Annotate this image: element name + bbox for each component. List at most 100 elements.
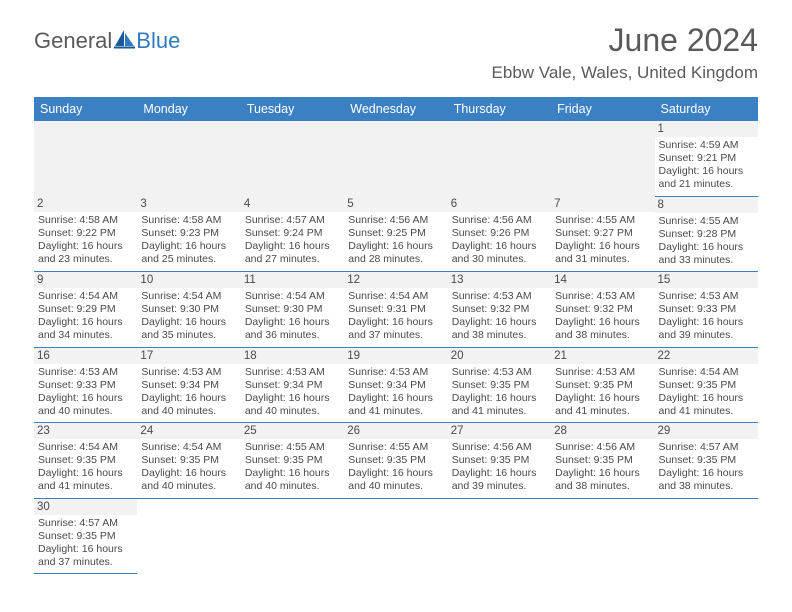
- sunrise-text: Sunrise: 4:57 AM: [659, 441, 754, 454]
- daylight-text: Daylight: 16 hours and 39 minutes.: [659, 316, 754, 342]
- daylight-text: Daylight: 16 hours and 41 minutes.: [38, 467, 133, 493]
- weekday-header-row: Sunday Monday Tuesday Wednesday Thursday…: [34, 97, 758, 121]
- daylight-text: Daylight: 16 hours and 38 minutes.: [555, 467, 650, 493]
- brand-text-2: Blue: [136, 28, 180, 54]
- day-number: 15: [655, 272, 758, 288]
- day-number: 30: [34, 499, 137, 515]
- sunrise-text: Sunrise: 4:56 AM: [452, 441, 547, 454]
- day-number: 7: [551, 196, 654, 212]
- weekday-header: Tuesday: [241, 97, 344, 121]
- calendar-cell: [344, 121, 447, 196]
- calendar-cell: 23Sunrise: 4:54 AMSunset: 9:35 PMDayligh…: [34, 423, 137, 499]
- sunrise-text: Sunrise: 4:53 AM: [555, 366, 650, 379]
- day-info: Sunrise: 4:57 AMSunset: 9:35 PMDaylight:…: [38, 517, 133, 570]
- sunrise-text: Sunrise: 4:56 AM: [452, 214, 547, 227]
- day-number: 18: [241, 348, 344, 364]
- daylight-text: Daylight: 16 hours and 39 minutes.: [452, 467, 547, 493]
- day-info: Sunrise: 4:53 AMSunset: 9:33 PMDaylight:…: [659, 290, 754, 343]
- day-info: Sunrise: 4:53 AMSunset: 9:33 PMDaylight:…: [38, 366, 133, 419]
- page-header: General Blue June 2024 Ebbw Vale, Wales,…: [0, 0, 792, 91]
- brand-logo: General Blue: [34, 28, 180, 54]
- sunrise-text: Sunrise: 4:53 AM: [38, 366, 133, 379]
- calendar-cell: 2 Sunrise: 4:58 AMSunset: 9:22 PMDaylight…: [34, 196, 137, 272]
- calendar-cell: 21Sunrise: 4:53 AMSunset: 9:35 PMDayligh…: [551, 347, 654, 423]
- day-number: 20: [448, 348, 551, 364]
- sunrise-text: Sunrise: 4:54 AM: [141, 441, 236, 454]
- daylight-text: Daylight: 16 hours and 27 minutes.: [245, 240, 340, 266]
- daylight-text: Daylight: 16 hours and 40 minutes.: [141, 467, 236, 493]
- daylight-text: Daylight: 16 hours and 41 minutes.: [555, 392, 650, 418]
- day-info: Sunrise: 4:56 AMSunset: 9:35 PMDaylight:…: [452, 441, 547, 494]
- day-number: 10: [137, 272, 240, 288]
- day-number: 22: [655, 348, 758, 364]
- day-number: 9: [34, 272, 137, 288]
- day-number: 11: [241, 272, 344, 288]
- sunset-text: Sunset: 9:35 PM: [141, 454, 236, 467]
- sunrise-text: Sunrise: 4:54 AM: [38, 441, 133, 454]
- weekday-header: Thursday: [448, 97, 551, 121]
- month-title: June 2024: [492, 22, 758, 59]
- sunrise-text: Sunrise: 4:56 AM: [555, 441, 650, 454]
- calendar-cell: 3Sunrise: 4:58 AMSunset: 9:23 PMDaylight…: [137, 196, 240, 272]
- weekday-header: Sunday: [34, 97, 137, 121]
- weekday-header: Monday: [137, 97, 240, 121]
- sunset-text: Sunset: 9:22 PM: [38, 227, 133, 240]
- calendar-cell: 25Sunrise: 4:55 AMSunset: 9:35 PMDayligh…: [241, 423, 344, 499]
- calendar-cell: [137, 498, 240, 574]
- calendar-cell: 17Sunrise: 4:53 AMSunset: 9:34 PMDayligh…: [137, 347, 240, 423]
- day-info: Sunrise: 4:58 AMSunset: 9:22 PMDaylight:…: [38, 214, 133, 267]
- sunrise-text: Sunrise: 4:57 AM: [245, 214, 340, 227]
- calendar-week-row: 1Sunrise: 4:59 AMSunset: 9:21 PMDaylight…: [34, 121, 758, 196]
- daylight-text: Daylight: 16 hours and 35 minutes.: [141, 316, 236, 342]
- day-info: Sunrise: 4:54 AMSunset: 9:35 PMDaylight:…: [659, 366, 754, 419]
- calendar-week-row: 16Sunrise: 4:53 AMSunset: 9:33 PMDayligh…: [34, 347, 758, 423]
- sunrise-text: Sunrise: 4:54 AM: [38, 290, 133, 303]
- calendar-cell: [655, 498, 758, 574]
- calendar-cell: [551, 121, 654, 196]
- calendar-cell: 16Sunrise: 4:53 AMSunset: 9:33 PMDayligh…: [34, 347, 137, 423]
- calendar-cell: 24 Sunrise: 4:54 AMSunset: 9:35 PMDayligh…: [137, 423, 240, 499]
- sunset-text: Sunset: 9:28 PM: [659, 228, 754, 241]
- sunrise-text: Sunrise: 4:59 AM: [659, 139, 754, 152]
- calendar-cell: 19Sunrise: 4:53 AMSunset: 9:34 PMDayligh…: [344, 347, 447, 423]
- day-number: 8: [655, 197, 758, 213]
- daylight-text: Daylight: 16 hours and 30 minutes.: [452, 240, 547, 266]
- calendar-cell: [551, 498, 654, 574]
- day-number: 24: [137, 423, 240, 439]
- calendar-cell: 9Sunrise: 4:54 AMSunset: 9:29 PMDaylight…: [34, 272, 137, 348]
- title-block: June 2024 Ebbw Vale, Wales, United Kingd…: [492, 22, 758, 83]
- calendar-cell: 7 Sunrise: 4:55 AMSunset: 9:27 PMDaylight…: [551, 196, 654, 272]
- day-info: Sunrise: 4:55 AMSunset: 9:27 PMDaylight:…: [555, 214, 650, 267]
- day-info: Sunrise: 4:53 AMSunset: 9:32 PMDaylight:…: [452, 290, 547, 343]
- calendar-cell: 11Sunrise: 4:54 AMSunset: 9:30 PMDayligh…: [241, 272, 344, 348]
- sunrise-text: Sunrise: 4:53 AM: [452, 366, 547, 379]
- calendar-cell: [448, 121, 551, 196]
- sunset-text: Sunset: 9:35 PM: [452, 454, 547, 467]
- calendar-cell: 22 Sunrise: 4:54 AMSunset: 9:35 PMDayligh…: [655, 347, 758, 423]
- day-info: Sunrise: 4:55 AMSunset: 9:35 PMDaylight:…: [245, 441, 340, 494]
- calendar-week-row: 2 Sunrise: 4:58 AMSunset: 9:22 PMDaylight…: [34, 196, 758, 272]
- calendar-cell: [137, 121, 240, 196]
- day-number: 2: [34, 196, 137, 212]
- calendar-cell: 14Sunrise: 4:53 AMSunset: 9:32 PMDayligh…: [551, 272, 654, 348]
- sunset-text: Sunset: 9:31 PM: [348, 303, 443, 316]
- daylight-text: Daylight: 16 hours and 31 minutes.: [555, 240, 650, 266]
- calendar-cell: [241, 121, 344, 196]
- day-info: Sunrise: 4:55 AMSunset: 9:28 PMDaylight:…: [659, 215, 754, 268]
- day-number: 29: [655, 423, 758, 439]
- weekday-header: Friday: [551, 97, 654, 121]
- calendar-cell: 20Sunrise: 4:53 AMSunset: 9:35 PMDayligh…: [448, 347, 551, 423]
- location-text: Ebbw Vale, Wales, United Kingdom: [492, 63, 758, 83]
- sunrise-text: Sunrise: 4:53 AM: [348, 366, 443, 379]
- sunrise-text: Sunrise: 4:54 AM: [348, 290, 443, 303]
- daylight-text: Daylight: 16 hours and 21 minutes.: [659, 165, 754, 191]
- day-number: 26: [344, 423, 447, 439]
- calendar-cell: 6Sunrise: 4:56 AMSunset: 9:26 PMDaylight…: [448, 196, 551, 272]
- daylight-text: Daylight: 16 hours and 41 minutes.: [348, 392, 443, 418]
- day-info: Sunrise: 4:57 AMSunset: 9:35 PMDaylight:…: [659, 441, 754, 494]
- sunset-text: Sunset: 9:35 PM: [659, 454, 754, 467]
- calendar-cell: 12Sunrise: 4:54 AMSunset: 9:31 PMDayligh…: [344, 272, 447, 348]
- day-info: Sunrise: 4:56 AMSunset: 9:35 PMDaylight:…: [555, 441, 650, 494]
- calendar-cell: [241, 498, 344, 574]
- day-number: 27: [448, 423, 551, 439]
